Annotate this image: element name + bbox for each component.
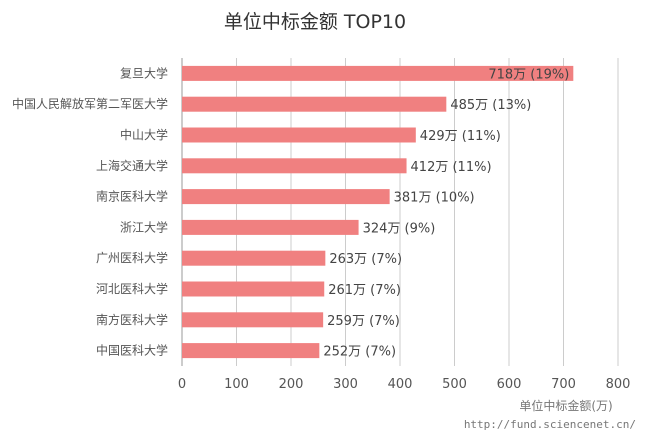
bar [182, 281, 325, 297]
bar [182, 96, 447, 112]
category-labels: 复旦大学中国人民解放军第二军医大学中山大学上海交通大学南京医科大学浙江大学广州医… [12, 65, 168, 357]
bar [182, 65, 574, 81]
bar [182, 219, 359, 235]
data-label: 261万 (7%) [328, 283, 401, 298]
bar [182, 250, 326, 266]
x-tick-label: 400 [388, 377, 413, 392]
category-label: 复旦大学 [120, 65, 168, 80]
bar [182, 127, 416, 143]
data-label: 381万 (10%) [394, 191, 475, 206]
bar [182, 189, 390, 205]
x-tick-label: 600 [497, 377, 522, 392]
category-label: 中山大学 [120, 127, 168, 142]
x-tick-label: 100 [224, 377, 249, 392]
category-label: 南方医科大学 [96, 312, 168, 327]
data-label: 259万 (7%) [327, 314, 400, 329]
data-label: 412万 (11%) [411, 160, 492, 175]
x-tick-label: 0 [178, 377, 186, 392]
x-tick-label: 500 [442, 377, 467, 392]
x-tick-label: 800 [606, 377, 631, 392]
bar [182, 343, 320, 359]
data-label: 263万 (7%) [329, 252, 402, 267]
category-label: 河北医科大学 [96, 281, 168, 296]
x-tick-label: 700 [551, 377, 576, 392]
data-label: 429万 (11%) [420, 129, 501, 144]
x-tick-label: 300 [333, 377, 358, 392]
category-label: 浙江大学 [120, 219, 168, 234]
category-label: 上海交通大学 [96, 158, 168, 173]
data-label: 718万 (19%) [488, 67, 569, 82]
source-url: http://fund.sciencenet.cn/ [464, 418, 636, 431]
chart-title: 单位中标金额 TOP10 [224, 11, 406, 33]
data-label: 485万 (13%) [450, 98, 531, 113]
category-label: 南京医科大学 [96, 189, 168, 204]
x-tick-label: 200 [279, 377, 304, 392]
bar [182, 312, 324, 328]
x-tick-labels: 0 100 200 300 400 500 600 700 800 [178, 377, 631, 392]
data-label: 252万 (7%) [323, 345, 396, 360]
category-label: 广州医科大学 [96, 250, 168, 265]
data-label: 324万 (9%) [363, 221, 436, 236]
category-label: 中国医科大学 [96, 343, 168, 358]
bar [182, 158, 407, 174]
x-axis-label: 单位中标金额(万) [519, 398, 612, 413]
data-labels: 718万 (19%) 485万 (13%) 429万 (11%) 412万 (11%)… [323, 67, 569, 359]
bars [182, 65, 574, 359]
category-label: 中国人民解放军第二军医大学 [12, 96, 168, 111]
